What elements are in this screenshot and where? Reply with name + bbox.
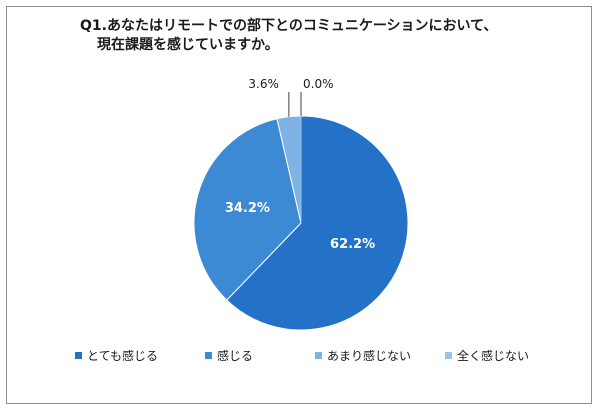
legend-label-0: とても感じる	[87, 349, 159, 363]
legend-item-3: 全く感じない	[445, 347, 529, 364]
chart-title: Q1.あなたはリモートでの部下とのコミュニケーションにおいて、 現在課題を感じて…	[80, 17, 560, 55]
data-label-2: 3.6%	[248, 77, 279, 91]
chart-title-line1: Q1.あなたはリモートでの部下とのコミュニケーションにおいて、	[80, 18, 498, 34]
legend-label-1: 感じる	[217, 349, 254, 363]
chart-title-line2: 現在課題を感じていますか。	[97, 37, 279, 53]
legend-swatch-1	[205, 352, 212, 359]
legend-label-2: あまり感じない	[327, 349, 412, 363]
data-label-3: 0.0%	[303, 77, 334, 91]
pie-slice-1	[193, 118, 302, 301]
data-label-1: 34.2%	[225, 201, 270, 216]
legend-swatch-2	[315, 352, 322, 359]
chart-legend: とても感じる 感じる あまり感じない 全く感じない	[75, 347, 555, 367]
legend-item-2: あまり感じない	[315, 347, 411, 364]
legend-item-1: 感じる	[205, 347, 253, 364]
pie-slice-0	[226, 115, 409, 331]
data-label-0: 62.2%	[330, 237, 375, 252]
legend-label-3: 全く感じない	[457, 349, 530, 363]
legend-swatch-3	[445, 352, 452, 359]
legend-swatch-0	[75, 352, 82, 359]
legend-item-0: とても感じる	[75, 347, 158, 364]
